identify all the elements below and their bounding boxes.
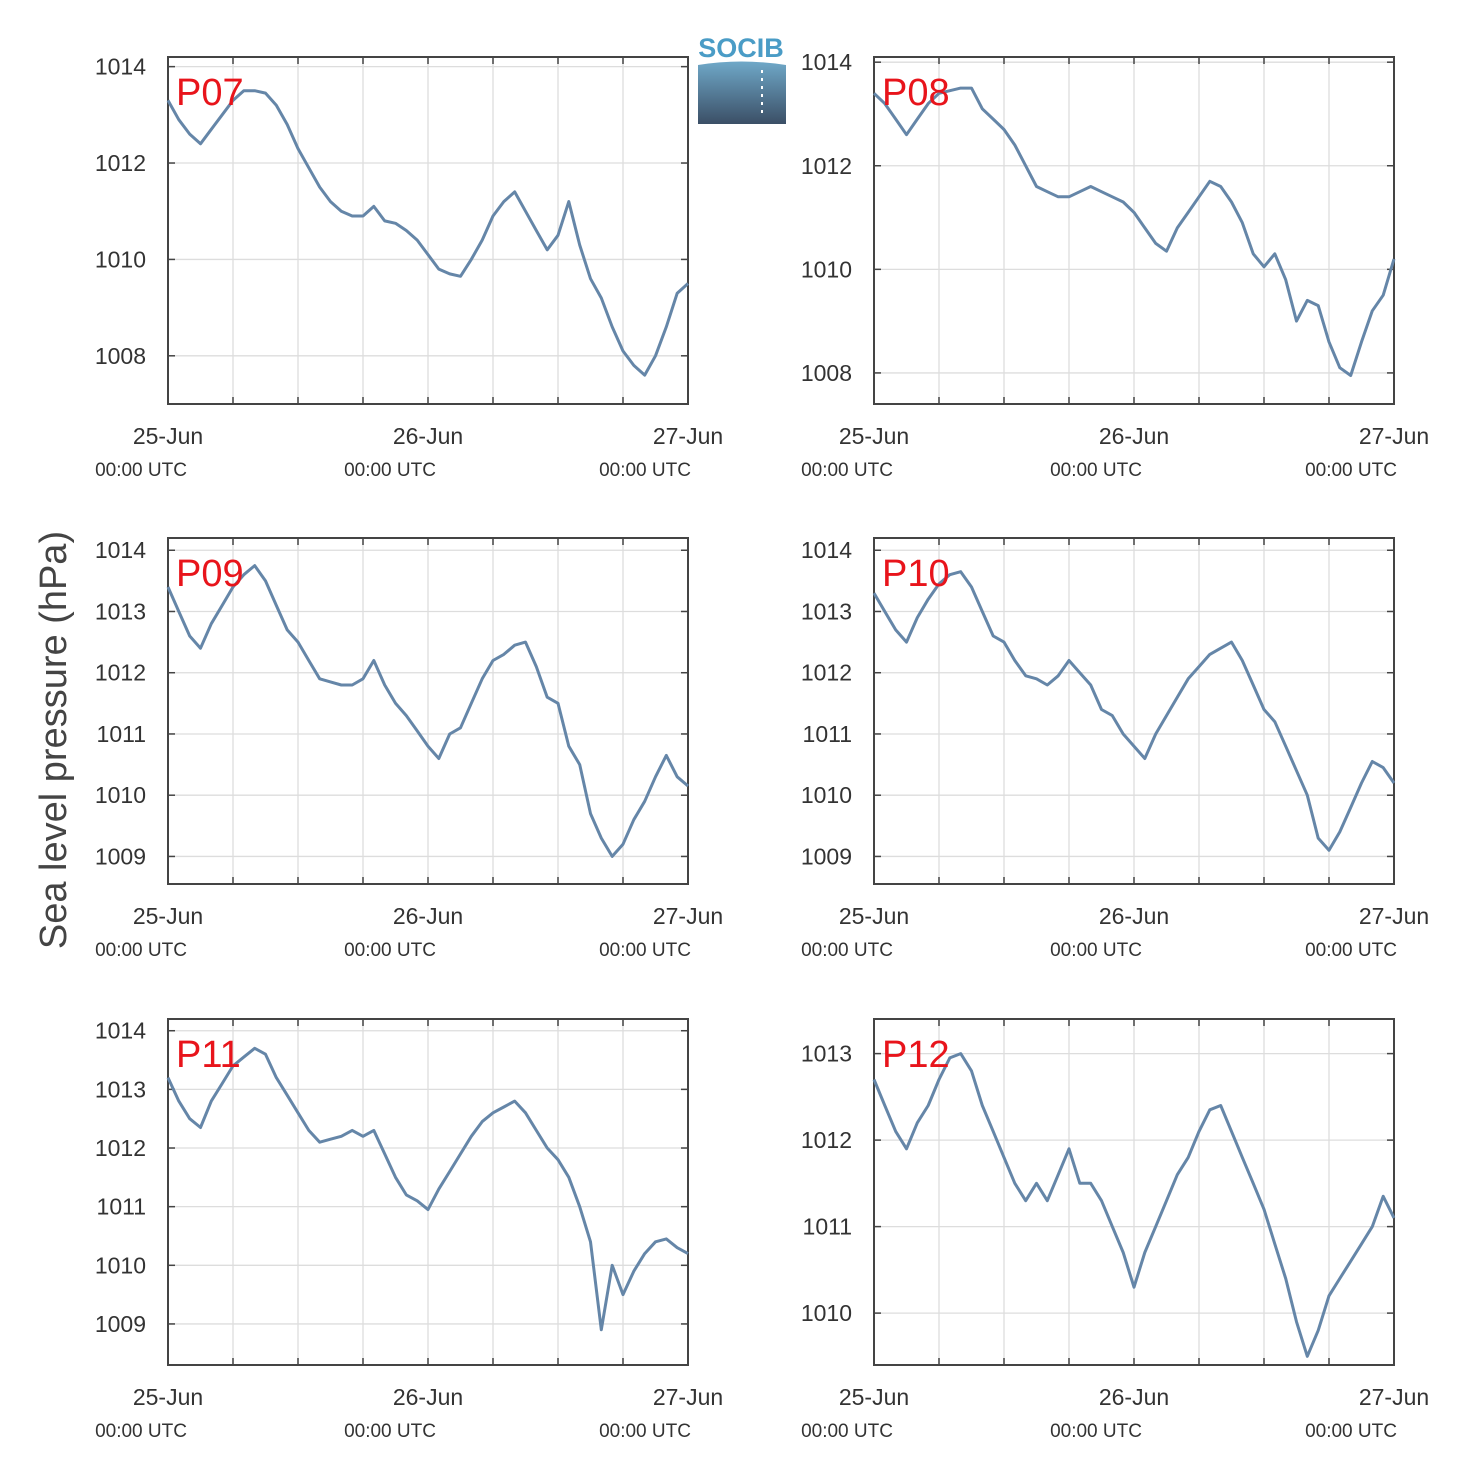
series-line: [872, 86, 1396, 377]
x-tick-sublabel: 00:00 UTC: [1050, 940, 1142, 961]
y-tick-label: 1014: [95, 54, 146, 80]
x-tick-sublabel: 00:00 UTC: [1305, 1421, 1397, 1442]
y-tick-label: 1012: [801, 660, 852, 686]
y-tick-label: 1013: [801, 598, 852, 624]
x-tick-label: 25-Jun: [839, 1384, 909, 1410]
x-tick-sublabel: 00:00 UTC: [1050, 460, 1142, 481]
socib-logo: SOCIB: [698, 33, 786, 124]
x-tick-label: 27-Jun: [653, 1384, 723, 1410]
y-tick-label: 1014: [801, 537, 852, 563]
x-tick-label: 26-Jun: [1099, 903, 1169, 929]
x-tick-sublabel: 00:00 UTC: [95, 940, 187, 961]
panel-p12: 1010 1011 1012 1013 25-Jun 00:00 UTC 26-Jun 00:…: [801, 1018, 1429, 1442]
x-tick-sublabel: 00:00 UTC: [344, 460, 436, 481]
y-tick-label: 1012: [801, 1127, 852, 1153]
y-tick-label: 1013: [95, 1076, 146, 1102]
series-line: [166, 1046, 689, 1332]
series-line: [166, 89, 690, 377]
x-tick-label: 25-Jun: [133, 1384, 203, 1410]
panel-label: P11: [176, 1034, 241, 1076]
x-tick-sublabel: 00:00 UTC: [801, 460, 893, 481]
x-tick-sublabel: 00:00 UTC: [95, 1421, 187, 1442]
plot-frame: [167, 1018, 689, 1366]
x-tick-sublabel: 00:00 UTC: [1305, 460, 1397, 481]
y-tick-label: 1012: [801, 153, 852, 179]
x-tick-label: 25-Jun: [133, 423, 203, 449]
x-tick-sublabel: 00:00 UTC: [344, 1421, 436, 1442]
y-tick-label: 1011: [803, 721, 852, 747]
y-tick-label: 1011: [97, 1194, 146, 1220]
x-tick-sublabel: 00:00 UTC: [599, 940, 691, 961]
y-tick-label: 1012: [95, 1135, 146, 1161]
panels: 1008 1010 1012 1014 25-Jun 00:00 UTC 26-Jun 00:…: [95, 49, 1429, 1442]
y-tick-label: 1013: [801, 1041, 852, 1067]
x-tick-label: 27-Jun: [1359, 1384, 1429, 1410]
series-line: [872, 570, 1396, 852]
x-tick-sublabel: 00:00 UTC: [1305, 940, 1397, 961]
panel-p11: 1009 1010 1011 1012 1013 1014 25-Jun 00:00 UTC 2…: [95, 1018, 723, 1442]
panel-p09: 1009 1010 1011 1012 1013 1014 25-Jun 00:00 UTC 2…: [95, 537, 723, 961]
x-tick-sublabel: 00:00 UTC: [1050, 1421, 1142, 1442]
x-tick-sublabel: 00:00 UTC: [801, 940, 893, 961]
x-tick-sublabel: 00:00 UTC: [599, 460, 691, 481]
x-tick-label: 26-Jun: [1099, 423, 1169, 449]
series-line: [166, 564, 689, 858]
y-tick-label: 1009: [95, 1311, 146, 1337]
x-tick-label: 26-Jun: [1099, 1384, 1169, 1410]
y-tick-label: 1010: [801, 782, 852, 808]
x-tick-label: 26-Jun: [393, 903, 463, 929]
x-tick-sublabel: 00:00 UTC: [344, 940, 436, 961]
y-tick-label: 1009: [801, 843, 852, 869]
plot-frame: [167, 537, 689, 885]
plot-frame: [167, 56, 689, 405]
y-tick-label: 1010: [801, 1300, 852, 1326]
y-tick-label: 1012: [95, 660, 146, 686]
x-tick-label: 27-Jun: [1359, 903, 1429, 929]
x-tick-label: 27-Jun: [1359, 423, 1429, 449]
panel-label: P07: [176, 72, 244, 114]
panel-label: P12: [882, 1034, 950, 1076]
y-tick-label: 1010: [95, 1252, 146, 1278]
y-tick-label: 1013: [95, 598, 146, 624]
y-tick-label: 1010: [95, 782, 146, 808]
y-tick-label: 1008: [801, 360, 852, 386]
panel-label: P10: [882, 553, 950, 595]
logo-graphic: [698, 61, 786, 124]
logo-text: SOCIB: [698, 33, 784, 63]
x-tick-sublabel: 00:00 UTC: [801, 1421, 893, 1442]
x-tick-label: 26-Jun: [393, 423, 463, 449]
panel-label: P09: [176, 553, 244, 595]
y-tick-label: 1014: [95, 537, 146, 563]
y-tick-label: 1012: [95, 150, 146, 176]
x-tick-label: 27-Jun: [653, 423, 723, 449]
y-tick-label: 1010: [801, 256, 852, 282]
y-tick-label: 1011: [803, 1214, 852, 1240]
plot-frame: [873, 537, 1395, 885]
x-tick-label: 25-Jun: [133, 903, 203, 929]
plot-frame: [873, 1018, 1395, 1366]
panel-p08: 1008 1010 1012 1014 25-Jun 00:00 UTC 26-Jun 00:…: [801, 49, 1429, 481]
y-axis-label: Sea level pressure (hPa): [33, 531, 75, 949]
x-tick-label: 25-Jun: [839, 903, 909, 929]
x-tick-label: 27-Jun: [653, 903, 723, 929]
x-tick-label: 25-Jun: [839, 423, 909, 449]
panel-p07: 1008 1010 1012 1014 25-Jun 00:00 UTC 26-Jun 00:…: [95, 54, 723, 481]
plot-frame: [873, 56, 1395, 405]
y-tick-label: 1010: [95, 246, 146, 272]
panel-label: P08: [882, 72, 950, 114]
series-line: [872, 1052, 1396, 1358]
y-tick-label: 1008: [95, 343, 146, 369]
x-tick-label: 26-Jun: [393, 1384, 463, 1410]
y-tick-label: 1014: [95, 1018, 146, 1044]
x-tick-sublabel: 00:00 UTC: [95, 460, 187, 481]
x-tick-sublabel: 00:00 UTC: [599, 1421, 691, 1442]
y-tick-label: 1014: [801, 49, 852, 75]
y-tick-label: 1009: [95, 843, 146, 869]
y-tick-label: 1011: [97, 721, 146, 747]
panel-p10: 1009 1010 1011 1012 1013 1014 25-Jun 00:00 UTC 2…: [801, 537, 1429, 961]
